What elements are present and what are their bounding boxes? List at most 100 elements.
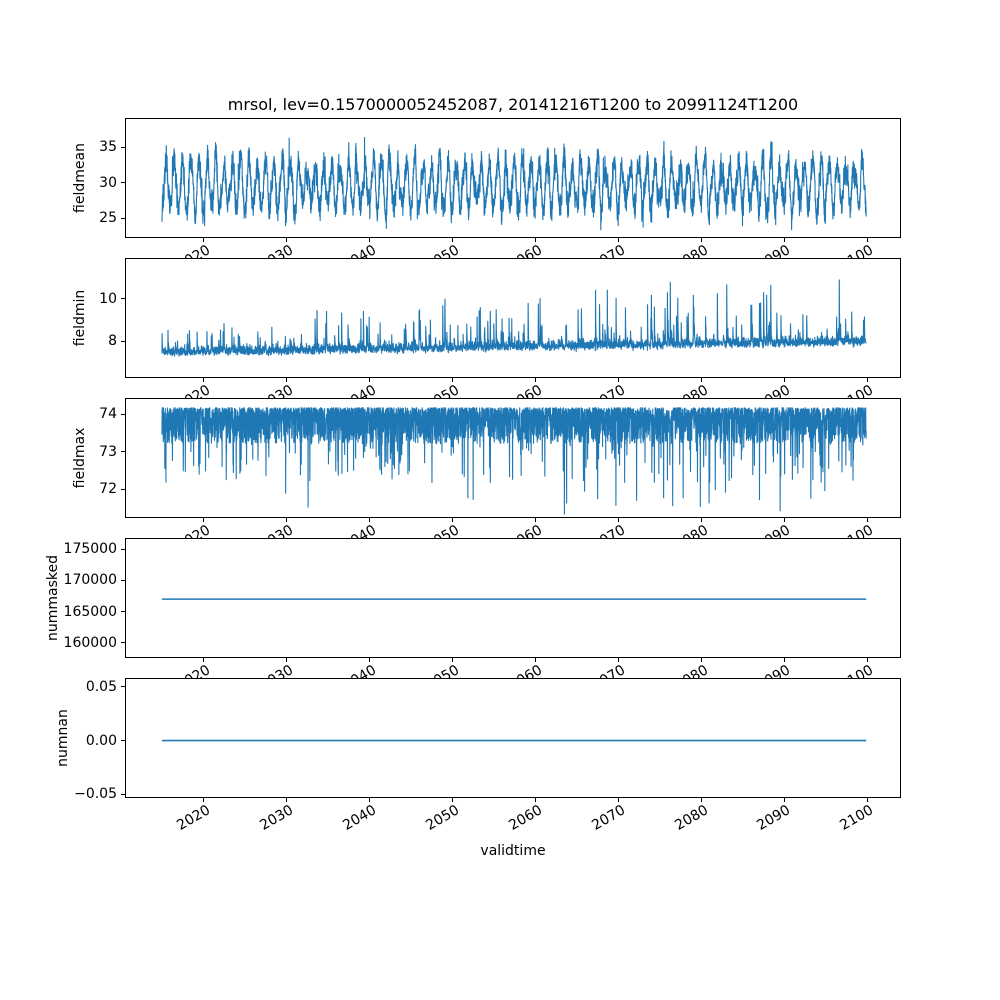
y-tick-label: 73 bbox=[99, 443, 117, 460]
x-tick-mark bbox=[617, 518, 619, 522]
x-tick-mark bbox=[783, 798, 785, 802]
fieldmin-line-chart bbox=[161, 279, 867, 357]
y-tick-label: 10 bbox=[99, 290, 117, 307]
x-tick-mark bbox=[534, 658, 536, 662]
y-tick-label: 30 bbox=[99, 174, 117, 191]
x-tick-mark bbox=[203, 238, 205, 242]
x-tick-mark bbox=[369, 798, 371, 802]
x-tick-label: 2040 bbox=[340, 802, 380, 834]
x-tick-mark bbox=[866, 798, 868, 802]
y-tick-mark bbox=[121, 217, 125, 219]
numnan-line-chart bbox=[161, 739, 867, 742]
x-tick-mark bbox=[783, 518, 785, 522]
x-tick-label: 2020 bbox=[174, 802, 214, 834]
x-tick-mark bbox=[783, 658, 785, 662]
y-tick-label: 170000 bbox=[63, 572, 117, 589]
x-tick-mark bbox=[203, 378, 205, 382]
x-tick-label: 2080 bbox=[671, 802, 711, 834]
y-tick-mark bbox=[121, 548, 125, 550]
x-tick-mark bbox=[369, 238, 371, 242]
x-tick-mark bbox=[866, 238, 868, 242]
y-tick-label: 8 bbox=[108, 333, 117, 349]
x-tick-mark bbox=[534, 378, 536, 382]
y-tick-label: 74 bbox=[99, 406, 117, 423]
x-tick-mark bbox=[700, 378, 702, 382]
subplot-fieldmax: fieldmax 7273742020203020402050206020702… bbox=[72, 398, 901, 554]
x-tick-mark bbox=[534, 238, 536, 242]
x-tick-mark bbox=[866, 378, 868, 382]
x-tick-mark bbox=[783, 238, 785, 242]
fieldmean-line-chart bbox=[161, 137, 867, 231]
x-tick-mark bbox=[451, 798, 453, 802]
x-tick-mark bbox=[286, 378, 288, 382]
y-tick-mark bbox=[121, 740, 125, 741]
x-tick-mark bbox=[286, 658, 288, 662]
y-tick-label: 0.05 bbox=[85, 678, 117, 695]
y-tick-mark bbox=[121, 298, 125, 300]
y-tick-mark bbox=[121, 793, 125, 795]
fieldmin-series-path bbox=[161, 279, 867, 357]
x-tick-mark bbox=[534, 518, 536, 522]
y-tick-mark bbox=[121, 488, 125, 490]
y-tick-mark bbox=[121, 642, 125, 644]
x-tick-mark bbox=[286, 518, 288, 522]
subplot-numnan: numnan −0.05 0.00 0.05 2020 2030 2040 2050 2060… bbox=[55, 678, 901, 834]
y-tick-mark bbox=[121, 182, 125, 184]
x-tick-mark bbox=[700, 518, 702, 522]
y-tick-mark bbox=[121, 413, 125, 415]
y-tick-mark bbox=[121, 686, 125, 688]
x-tick-mark bbox=[286, 798, 288, 802]
x-tick-mark bbox=[783, 378, 785, 382]
x-tick-mark bbox=[700, 238, 702, 242]
x-tick-label: 2070 bbox=[588, 802, 628, 834]
x-tick-mark bbox=[451, 658, 453, 662]
x-tick-label: 2100 bbox=[837, 802, 877, 834]
x-tick-mark bbox=[700, 658, 702, 662]
x-tick-mark bbox=[534, 798, 536, 802]
y-tick-label: 175000 bbox=[63, 541, 117, 558]
fieldmean-series-path bbox=[161, 137, 867, 231]
fieldmax-line-chart bbox=[161, 407, 867, 515]
y-tick-label: 72 bbox=[99, 481, 117, 498]
x-tick-label: 2090 bbox=[754, 802, 794, 834]
x-tick-mark bbox=[369, 658, 371, 662]
y-tick-mark bbox=[121, 579, 125, 581]
y-tick-mark bbox=[121, 146, 125, 148]
x-tick-mark bbox=[617, 378, 619, 382]
x-tick-label: 2050 bbox=[423, 802, 462, 834]
y-tick-label: 160000 bbox=[63, 634, 117, 651]
y-tick-mark bbox=[121, 451, 125, 453]
x-tick-mark bbox=[617, 798, 619, 802]
x-tick-mark bbox=[700, 798, 702, 802]
x-tick-mark bbox=[451, 378, 453, 382]
x-tick-mark bbox=[369, 378, 371, 382]
x-tick-mark bbox=[451, 238, 453, 242]
x-tick-mark bbox=[866, 658, 868, 662]
y-tick-label: 165000 bbox=[63, 603, 117, 620]
y-tick-mark bbox=[121, 611, 125, 613]
x-tick-mark bbox=[203, 798, 205, 802]
y-tick-label: 35 bbox=[99, 139, 117, 156]
nummasked-line-chart bbox=[161, 598, 867, 600]
x-tick-mark bbox=[451, 518, 453, 522]
y-tick-label: 25 bbox=[99, 210, 117, 227]
x-tick-mark bbox=[617, 658, 619, 662]
subplot-fieldmin: fieldmin 8102020203020402050206020702080… bbox=[72, 258, 901, 414]
y-axis-label-nummasked: nummasked bbox=[45, 554, 61, 642]
x-tick-mark bbox=[866, 518, 868, 522]
subplot-nummasked: nummasked 160000165000170000175000202020… bbox=[45, 538, 901, 694]
y-tick-mark bbox=[121, 340, 125, 342]
y-tick-label: −0.05 bbox=[74, 786, 117, 803]
x-tick-mark bbox=[617, 238, 619, 242]
x-tick-mark bbox=[369, 518, 371, 522]
x-tick-label: 2030 bbox=[257, 802, 297, 834]
x-axis-label: validtime bbox=[480, 843, 546, 859]
y-tick-label: 0.00 bbox=[85, 732, 117, 749]
chart-title: mrsol, lev=0.1570000052452087, 20141216T… bbox=[227, 95, 799, 114]
x-tick-mark bbox=[203, 658, 205, 662]
fieldmax-series-path bbox=[161, 407, 867, 515]
subplot-fieldmean: fieldmean 253035202020302040205020602070… bbox=[72, 118, 901, 274]
x-tick-mark bbox=[203, 518, 205, 522]
x-tick-label: 2060 bbox=[506, 802, 545, 834]
